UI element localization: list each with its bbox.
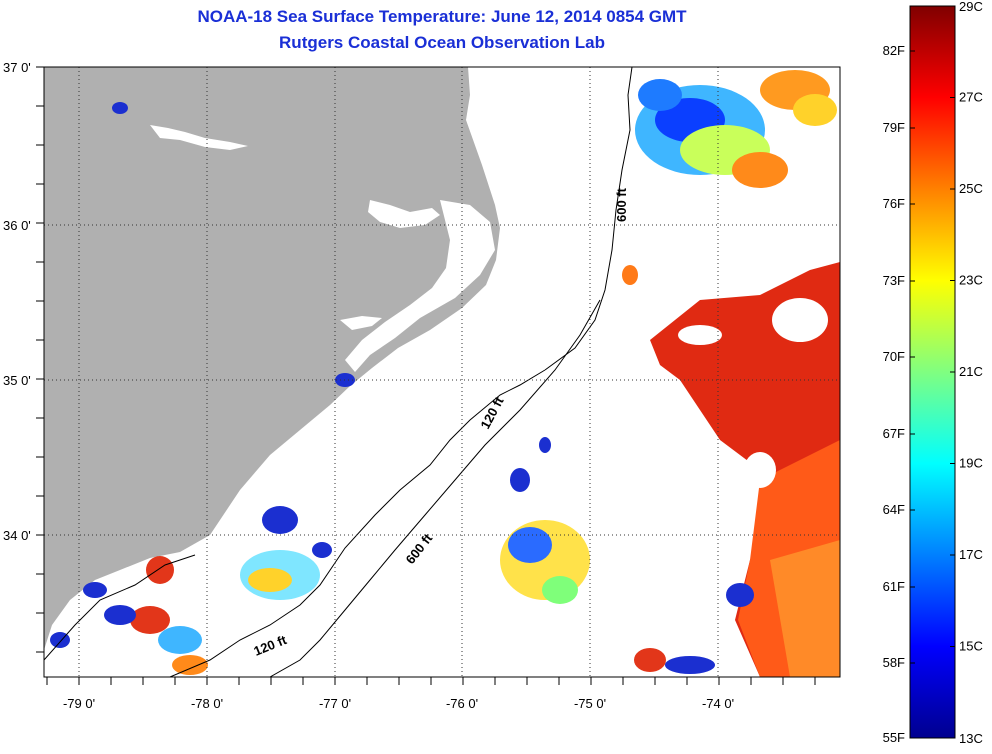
lat-label: 37 0' [3,60,31,75]
axis-ticks [36,66,816,685]
albemarle-sound [368,200,440,228]
colorbar-fahrenheit-label: 76F [883,196,905,211]
colorbar-fahrenheit-label: 58F [883,655,905,670]
sst-patches [50,70,840,677]
lat-label: 35 0' [3,373,31,388]
colorbar-celsius-label: 13C [959,731,983,746]
colorbar-celsius-label: 29C [959,0,983,14]
colorbar-ticks [910,5,955,739]
colorbar-fahrenheit-label: 82F [883,43,905,58]
colorbar-labels: 29C 27C 25C 23C 21C 19C 17C 15C 13C 82F 79F 76F 73F 7… [883,0,983,746]
colorbar [909,5,956,739]
lon-label: -79 0' [63,696,95,711]
contour-label: 600 ft [614,187,629,222]
lat-label: 34 0' [3,528,31,543]
chart-title: NOAA-18 Sea Surface Temperature: June 12… [197,7,687,26]
lon-label: -77 0' [319,696,351,711]
colorbar-fahrenheit-label: 55F [883,730,905,745]
colorbar-celsius-label: 19C [959,456,983,471]
colorbar-celsius-label: 15C [959,639,983,654]
lon-label: -74 0' [702,696,734,711]
lon-label: -78 0' [191,696,223,711]
coastline-sw-curve [44,554,196,661]
lat-label: 36 0' [3,218,31,233]
lake-inland [150,125,248,150]
colorbar-fahrenheit-label: 64F [883,502,905,517]
colorbar-fahrenheit-label: 73F [883,273,905,288]
colorbar-fahrenheit-label: 70F [883,349,905,364]
colorbar-fahrenheit-label: 79F [883,120,905,135]
contour-600ft-north [544,67,633,371]
colorbar-fahrenheit-label: 67F [883,426,905,441]
colorbar-celsius-label: 25C [959,181,983,196]
contour-600ft-south [269,299,601,677]
colorbar-celsius-label: 17C [959,547,983,562]
colorbar-celsius-label: 21C [959,364,983,379]
colorbar-fahrenheit-label: 61F [883,579,905,594]
map-frame [43,66,841,678]
colorbar-celsius-label: 27C [959,90,983,105]
colorbar-celsius-label: 23C [959,273,983,288]
pamlico-sound [345,200,495,372]
lon-label: -76 0' [446,696,478,711]
contour-120ft [169,369,546,677]
map-grid [44,67,840,677]
chart-subtitle: Rutgers Coastal Ocean Observation Lab [279,33,605,52]
river-estuary [340,316,382,330]
lon-label: -75 0' [574,696,606,711]
